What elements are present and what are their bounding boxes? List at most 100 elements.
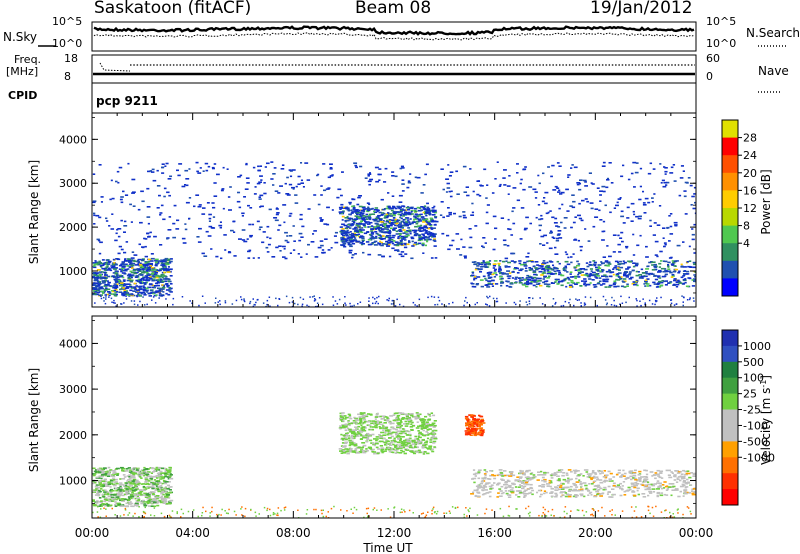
echo-cell (585, 262, 589, 264)
echo-cell (167, 293, 171, 296)
echo-cell (643, 479, 647, 481)
echo-cell (185, 178, 190, 180)
echo-cell (129, 469, 132, 471)
echo-cell (392, 206, 396, 209)
echo-cell (561, 474, 565, 477)
echo-cell (601, 230, 605, 233)
echo-cell (314, 298, 316, 300)
echo-cell (547, 275, 551, 278)
echo-cell (146, 261, 150, 263)
echo-cell (113, 481, 117, 483)
colorbar-tick-label: 8 (743, 220, 750, 233)
echo-cell (340, 233, 344, 236)
echo-cell (146, 303, 148, 306)
echo-cell (123, 231, 126, 233)
echo-cell (620, 475, 624, 477)
echo-cell (493, 477, 497, 480)
echo-cell (386, 243, 391, 246)
echo-cell (592, 225, 596, 228)
echo-cell (114, 281, 119, 283)
echo-cell (692, 278, 696, 280)
echo-cell (405, 449, 410, 451)
echo-cell (307, 208, 311, 210)
echo-cell (594, 208, 599, 210)
echo-cell (608, 478, 612, 480)
echo-cell (507, 277, 511, 280)
echo-cell (143, 492, 148, 495)
echo-cell (626, 489, 631, 491)
echo-cell (393, 437, 396, 440)
echo-cell (556, 270, 561, 272)
echo-cell (127, 467, 131, 469)
echo-cell (401, 238, 405, 240)
echo-cell (278, 224, 282, 227)
echo-cell (476, 193, 480, 196)
echo-cell (504, 474, 507, 477)
echo-cell (400, 211, 403, 213)
echo-cell (477, 469, 482, 471)
echo-cell (164, 493, 168, 495)
echo-cell (477, 477, 481, 480)
echo-cell (119, 483, 124, 486)
echo-cell (393, 212, 397, 215)
echo-cell (114, 291, 117, 294)
echo-cell (266, 225, 270, 228)
echo-cell (149, 265, 152, 267)
echo-cell (104, 493, 108, 495)
echo-cell (693, 223, 696, 226)
echo-cell (115, 271, 118, 273)
echo-cell (167, 477, 171, 480)
echo-cell (343, 224, 348, 227)
echo-cell (146, 187, 150, 190)
echo-cell (388, 236, 391, 239)
echo-cell (164, 257, 169, 260)
echo-cell (133, 272, 138, 275)
echo-cell (252, 166, 256, 169)
echo-cell (376, 220, 380, 223)
echo-cell (144, 495, 148, 497)
echo-cell (108, 481, 111, 483)
echo-cell (98, 273, 102, 276)
echo-cell (626, 283, 629, 286)
echo-cell (374, 418, 377, 420)
echo-cell (241, 229, 246, 231)
echo-cell (428, 224, 432, 226)
echo-cell (386, 299, 388, 301)
echo-cell (656, 473, 660, 476)
echo-cell (644, 197, 649, 200)
echo-cell (539, 297, 541, 299)
echo-cell (100, 297, 103, 300)
echo-cell (539, 284, 543, 287)
echo-cell (164, 165, 167, 167)
echo-cell (471, 272, 475, 274)
echo-cell (110, 285, 114, 288)
echo-cell (588, 476, 591, 479)
echo-cell (550, 487, 553, 490)
echo-cell (156, 169, 159, 172)
echo-cell (111, 263, 115, 266)
echo-cell (664, 260, 668, 263)
echo-cell (654, 299, 657, 302)
echo-cell (231, 303, 234, 305)
echo-cell (631, 269, 635, 272)
echo-cell (147, 266, 151, 269)
echo-cell (554, 303, 556, 305)
echo-cell (94, 273, 98, 276)
echo-cell (592, 263, 597, 266)
echo-cell (691, 195, 695, 198)
echo-cell (578, 299, 580, 301)
echo-cell (125, 295, 127, 297)
echo-cell (133, 282, 137, 285)
echo-cell (104, 504, 107, 507)
echo-cell (343, 245, 347, 248)
echo-cell (340, 237, 345, 239)
echo-cell (425, 163, 429, 166)
echo-cell (567, 469, 572, 471)
echo-cell (387, 212, 390, 214)
echo-cell (93, 212, 96, 215)
echo-cell (547, 271, 552, 273)
echo-cell (646, 283, 650, 285)
echo-cell (493, 270, 497, 272)
echo-cell (108, 292, 112, 294)
echo-cell (629, 475, 633, 478)
